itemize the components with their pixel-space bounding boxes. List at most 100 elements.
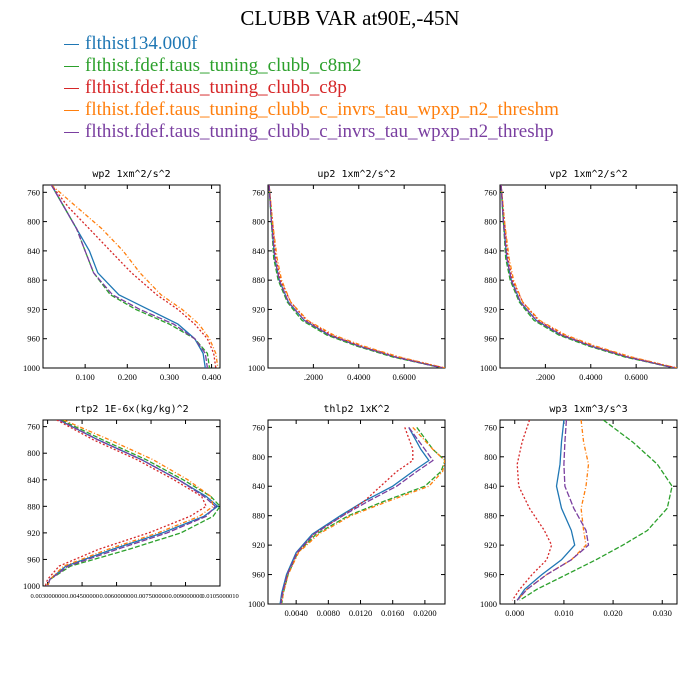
legend-swatch	[64, 87, 79, 90]
chart-title: vp2 1xm^2/s^2	[549, 169, 627, 180]
y-tick-label: 840	[252, 246, 265, 256]
y-tick-label: 920	[27, 304, 40, 314]
series-line	[46, 420, 220, 586]
plot-frame	[42, 419, 221, 587]
y-tick-label: 960	[252, 334, 265, 344]
x-tick-label: 0.030	[653, 608, 672, 618]
series-line	[268, 185, 445, 368]
legend-item: flthist.fdef.taus_tuning_clubb_c8m2	[64, 55, 559, 77]
chart-title: wp3 1xm^3/s^3	[549, 404, 627, 415]
series-line	[50, 185, 219, 368]
y-tick-label: 960	[27, 554, 40, 564]
x-tick-label: 0.6000	[624, 372, 647, 382]
series-line	[50, 185, 211, 368]
x-tick-label: 0.200	[118, 372, 137, 382]
series-line	[281, 427, 445, 604]
x-tick-label: 0.010	[554, 608, 573, 618]
y-tick-label: 880	[27, 501, 40, 511]
y-tick-label: 880	[484, 511, 497, 521]
y-tick-label: 760	[27, 422, 40, 432]
y-tick-label: 880	[252, 275, 265, 285]
series-line	[280, 427, 434, 604]
y-tick-label: 840	[484, 246, 497, 256]
x-tick-label: 0.009000000	[168, 593, 202, 600]
x-tick-label: 0.0120	[349, 608, 372, 618]
series-line	[500, 185, 675, 368]
legend-swatch	[64, 43, 79, 46]
series-line	[44, 420, 208, 586]
plot-frame	[267, 419, 446, 605]
series-line	[46, 420, 217, 586]
legend-label: flthist.fdef.taus_tuning_clubb_c_invrs_t…	[85, 121, 554, 142]
chart-panel: rtp2 1E-6x(kg/kg)^2 760 800 840 880 920 960 100…	[23, 404, 239, 600]
legend-item: flthist.fdef.taus_tuning_clubb_c_invrs_t…	[64, 99, 559, 121]
series-line	[516, 420, 590, 601]
chart-title: rtp2 1E-6x(kg/kg)^2	[74, 404, 188, 415]
y-tick-label: 960	[484, 570, 497, 580]
series-line	[500, 185, 677, 368]
y-tick-label: 920	[27, 528, 40, 538]
chart-title: thlp2 1xK^2	[323, 404, 389, 415]
legend-label: flthist.fdef.taus_tuning_clubb_c_invrs_t…	[85, 99, 559, 120]
x-tick-label: 0.100	[76, 372, 95, 382]
x-tick-label: 0.400	[202, 372, 221, 382]
series-line	[500, 185, 675, 368]
series-line	[268, 185, 445, 368]
series-line	[519, 420, 673, 601]
x-tick-label: 0.300	[160, 372, 179, 382]
series-line	[46, 420, 219, 586]
x-tick-label: 0.0160	[381, 608, 404, 618]
chart-panel: vp2 1xm^2/s^2 760 800 840 880 920 960 1000 .2000…	[480, 169, 678, 382]
y-tick-label: 880	[252, 511, 265, 521]
y-tick-label: 920	[252, 304, 265, 314]
series-line	[280, 427, 414, 604]
y-tick-label: 760	[27, 187, 40, 197]
page-title: CLUBB VAR at90E,-45N	[240, 6, 460, 30]
x-tick-label: 0.003000000	[31, 593, 65, 600]
y-tick-label: 800	[252, 452, 265, 462]
series-line	[516, 420, 576, 601]
y-tick-label: 840	[27, 246, 40, 256]
chart-panel: wp3 1xm^3/s^3 760 800 840 880 920 960 1000 0.000…	[480, 404, 678, 618]
y-tick-label: 960	[484, 334, 497, 344]
y-tick-label: 760	[252, 422, 265, 432]
legend-swatch	[64, 131, 79, 134]
y-tick-label: 920	[484, 540, 497, 550]
series-line	[516, 420, 590, 601]
y-tick-label: 1000	[23, 581, 40, 591]
series-line	[281, 426, 445, 604]
legend-label: flthist.fdef.taus_tuning_clubb_c8m2	[85, 55, 362, 76]
y-tick-label: 1000	[480, 599, 497, 609]
y-tick-label: 760	[484, 422, 497, 432]
chart-panel: wp2 1xm^2/s^2 760 800 840 880 920 960 1000 0.100…	[23, 169, 221, 382]
legend-swatch	[64, 65, 79, 68]
x-tick-label: 0.020	[604, 608, 623, 618]
chart-panel: thlp2 1xK^2 760 800 840 880 920 960 1000 0.0040 0…	[248, 404, 446, 618]
y-tick-label: 840	[27, 475, 40, 485]
y-tick-label: 880	[484, 275, 497, 285]
y-tick-label: 800	[484, 452, 497, 462]
y-tick-label: 760	[484, 187, 497, 197]
y-tick-label: 960	[252, 570, 265, 580]
x-tick-label: .2000	[304, 372, 323, 382]
x-tick-label: 0.0080	[317, 608, 340, 618]
y-tick-label: 920	[252, 540, 265, 550]
x-tick-label: 0.006000000	[99, 593, 133, 600]
y-tick-label: 760	[252, 187, 265, 197]
x-tick-label: 0.0105000010	[201, 593, 238, 600]
y-tick-label: 960	[27, 334, 40, 344]
x-tick-label: 0.000	[505, 608, 524, 618]
y-tick-label: 920	[484, 304, 497, 314]
legend: flthist134.000f flthist.fdef.taus_tuning…	[64, 33, 559, 143]
series-line	[50, 185, 206, 368]
x-tick-label: 0.4000	[579, 372, 602, 382]
plot-frame	[42, 184, 221, 369]
x-tick-label: 0.0200	[413, 608, 436, 618]
y-tick-label: 800	[484, 217, 497, 227]
series-line	[500, 185, 675, 368]
plot-frame	[499, 419, 678, 605]
y-tick-label: 800	[252, 217, 265, 227]
y-tick-label: 1000	[248, 599, 265, 609]
series-line	[268, 185, 443, 368]
y-tick-label: 840	[252, 481, 265, 491]
